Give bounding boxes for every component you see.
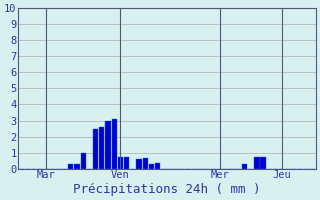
Bar	[260, 157, 266, 169]
Bar	[74, 164, 80, 169]
X-axis label: Précipitations 24h ( mm ): Précipitations 24h ( mm )	[73, 183, 261, 196]
Bar	[68, 164, 73, 169]
Bar	[105, 121, 111, 169]
Bar	[242, 164, 247, 169]
Bar	[136, 159, 142, 169]
Bar	[124, 157, 129, 169]
Bar	[112, 119, 117, 169]
Bar	[149, 164, 154, 169]
Bar	[155, 163, 160, 169]
Bar	[93, 129, 98, 169]
Bar	[254, 157, 260, 169]
Bar	[81, 153, 86, 169]
Bar	[99, 127, 104, 169]
Bar	[118, 157, 123, 169]
Bar	[143, 158, 148, 169]
